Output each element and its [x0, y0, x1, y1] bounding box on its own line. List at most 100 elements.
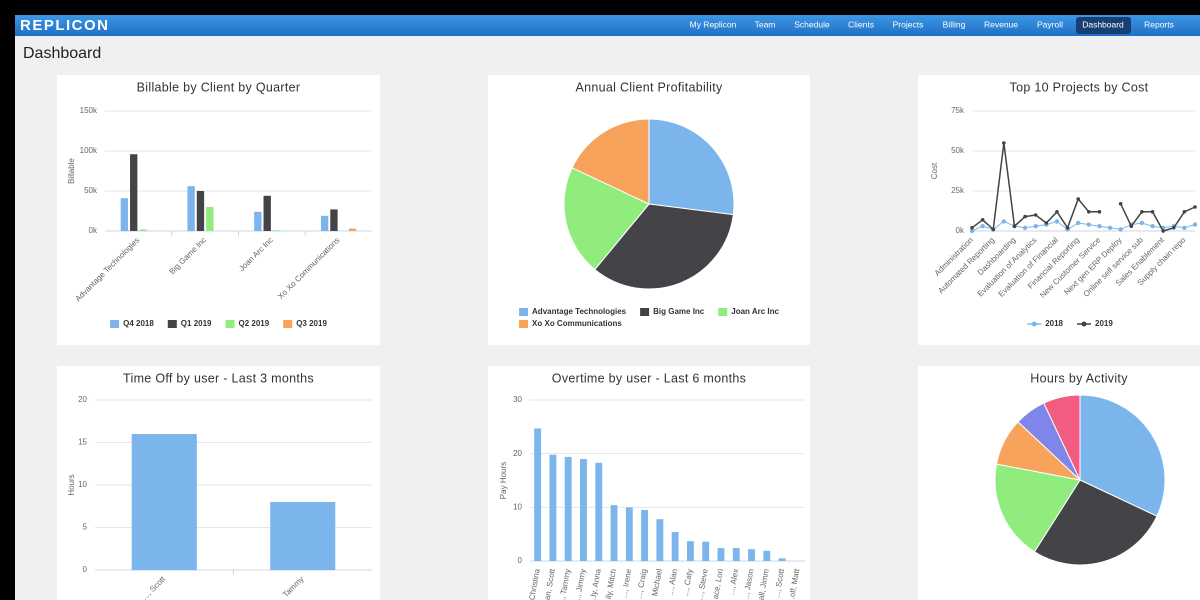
- y-axis-label: Pay Hours: [499, 462, 508, 499]
- point: [1065, 226, 1070, 230]
- nav-item[interactable]: Reports: [1144, 19, 1174, 29]
- y-axis-label: Billable: [67, 158, 76, 184]
- nav-item[interactable]: Clients: [848, 19, 874, 29]
- pie-slice: [1043, 394, 1081, 481]
- y-tick-label: 75k: [951, 106, 965, 115]
- series-line: [1119, 203, 1196, 232]
- y-tick-label: 5: [83, 523, 88, 532]
- legend-label: Advantage Technologies: [532, 307, 627, 316]
- point: [1118, 202, 1123, 206]
- logo: REPLICON: [20, 17, 110, 34]
- bar: [270, 502, 336, 570]
- bar: [139, 229, 147, 231]
- legend-swatch: [225, 320, 235, 328]
- nav-item[interactable]: My Replicon: [690, 19, 737, 29]
- panel: [918, 75, 1200, 345]
- bar: [130, 154, 138, 231]
- point: [1033, 213, 1038, 217]
- bar: [625, 507, 633, 561]
- chart-title: Top 10 Projects by Cost: [1010, 80, 1149, 94]
- legend-swatch: [167, 320, 177, 328]
- point: [1022, 225, 1028, 230]
- x-tick-label: ..., Alex: [727, 568, 740, 595]
- point: [1129, 224, 1134, 228]
- chart-title: Time Off by user - Last 3 months: [123, 371, 314, 385]
- y-tick-label: 100k: [80, 146, 98, 155]
- nav-item[interactable]: Schedule: [794, 19, 830, 29]
- point: [1118, 227, 1123, 232]
- y-tick-label: 0k: [89, 226, 98, 235]
- bar: [778, 558, 786, 561]
- bar: [120, 198, 129, 231]
- legend-swatch: [519, 308, 529, 316]
- y-tick-label: 0: [83, 565, 88, 574]
- nav-bar: [15, 15, 1200, 36]
- nav-item[interactable]: Billing: [943, 19, 966, 29]
- nav-item[interactable]: Revenue: [984, 19, 1018, 29]
- panel: [57, 75, 380, 345]
- bar: [702, 541, 710, 561]
- point: [1054, 219, 1060, 224]
- point: [1139, 220, 1145, 226]
- point: [1012, 224, 1017, 228]
- point: [1171, 226, 1176, 230]
- legend-label: Q3 2019: [296, 319, 327, 328]
- point: [980, 218, 985, 222]
- legend-marker: [1031, 321, 1037, 327]
- point: [1182, 210, 1187, 214]
- point: [1076, 197, 1080, 201]
- y-tick-label: 50k: [951, 146, 965, 155]
- point: [1033, 224, 1038, 229]
- legend-marker: [1081, 321, 1087, 327]
- series-line: [971, 220, 1196, 232]
- bar: [196, 191, 205, 231]
- nav-item[interactable]: Dashboard: [1082, 19, 1124, 29]
- bar: [348, 228, 357, 231]
- point: [969, 228, 975, 234]
- pie-slice: [994, 463, 1081, 553]
- nav-active: [1076, 17, 1131, 34]
- nav-item[interactable]: Payroll: [1037, 19, 1063, 29]
- bar: [534, 428, 542, 561]
- point: [1055, 210, 1059, 214]
- chart-title: Hours by Activity: [1030, 371, 1128, 385]
- nav-item[interactable]: Projects: [893, 19, 924, 29]
- bar: [595, 462, 603, 561]
- bar: [254, 211, 262, 231]
- y-tick-label: 20: [78, 395, 87, 404]
- bar: [320, 215, 329, 231]
- bar: [671, 532, 679, 561]
- bar: [686, 541, 694, 561]
- y-tick-label: 15: [78, 438, 87, 447]
- point: [1150, 224, 1155, 229]
- legend-swatch: [718, 308, 728, 316]
- bar: [564, 456, 572, 561]
- y-tick-label: 10: [513, 502, 522, 511]
- bar: [610, 505, 618, 561]
- point: [970, 226, 974, 230]
- chart-title: Billable by Client by Quarter: [137, 80, 301, 94]
- legend-label: Q1 2019: [181, 319, 212, 328]
- point: [1097, 224, 1102, 229]
- point: [1086, 222, 1092, 227]
- y-tick-label: 0: [518, 556, 523, 565]
- nav-item[interactable]: Team: [755, 19, 776, 29]
- y-axis-label: Cost: [930, 162, 939, 179]
- bar: [263, 195, 271, 231]
- y-axis-label: Hours: [67, 474, 76, 495]
- point: [1087, 210, 1091, 214]
- point: [1001, 219, 1007, 224]
- bar: [549, 454, 557, 561]
- point: [1107, 225, 1113, 230]
- point: [1150, 210, 1155, 214]
- pie-slice: [648, 118, 735, 216]
- legend-label: Q2 2019: [239, 319, 270, 328]
- point: [1192, 222, 1198, 227]
- y-tick-label: 20: [513, 449, 522, 458]
- y-tick-label: 150k: [80, 106, 98, 115]
- legend-label: 2019: [1095, 319, 1113, 328]
- y-tick-label: 0k: [956, 226, 965, 235]
- point: [1193, 205, 1197, 209]
